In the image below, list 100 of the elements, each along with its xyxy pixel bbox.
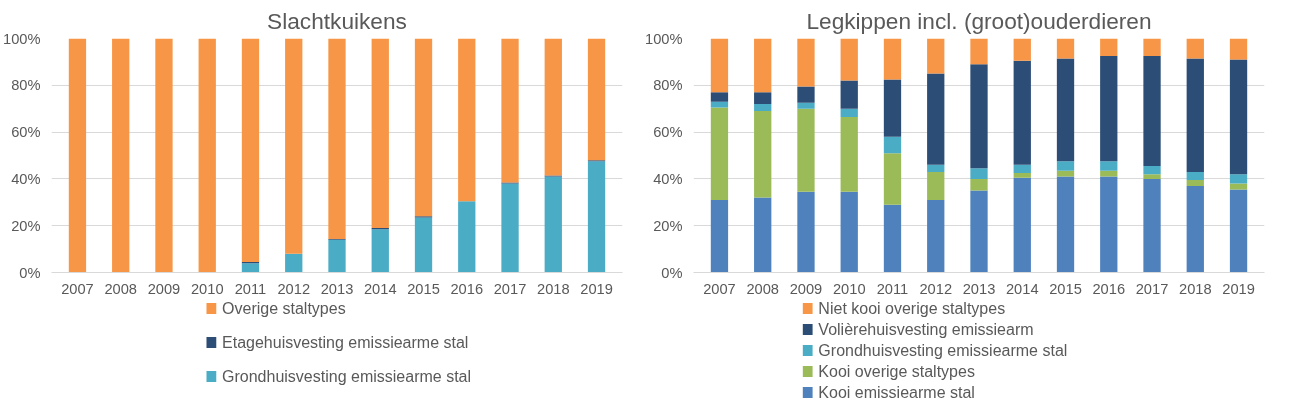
bar — [371, 229, 389, 273]
bar — [1229, 38, 1248, 60]
legend-label: Volièrehuisvesting emissiearm — [818, 321, 1034, 338]
legend-label: Etagehuisvesting emissiearme stal — [222, 334, 469, 351]
bar — [883, 136, 902, 154]
bar — [1186, 180, 1204, 186]
bar — [1143, 166, 1161, 175]
bar — [371, 38, 389, 229]
legend-label: Grondhuisvesting emissiearme stal — [818, 342, 1068, 359]
bar — [754, 111, 772, 198]
bar — [1013, 177, 1031, 273]
bar — [970, 178, 988, 191]
bar — [754, 38, 772, 93]
bar — [1056, 58, 1075, 162]
bar — [970, 64, 988, 169]
legend-label: Grondhuisvesting emissiearme stal — [222, 368, 472, 385]
bar — [587, 38, 606, 161]
bar — [840, 116, 858, 192]
bar — [501, 183, 519, 273]
bar — [544, 38, 562, 176]
x-tick-label: 2009 — [147, 280, 181, 297]
bar — [1229, 189, 1248, 273]
y-tick-label: 0% — [19, 264, 41, 281]
x-tick-label: 2013 — [962, 280, 996, 297]
bar — [1013, 164, 1031, 174]
y-tick-label: 80% — [11, 77, 41, 94]
y-tick-label: 60% — [653, 124, 683, 141]
bar — [927, 38, 945, 74]
bar — [1013, 38, 1031, 61]
bar — [68, 38, 87, 273]
bar — [1056, 170, 1075, 177]
x-tick-label: 2011 — [876, 280, 909, 297]
x-tick-label: 2009 — [789, 280, 823, 297]
x-tick-label: 2010 — [832, 280, 866, 297]
chart-title: Legkippen incl. (groot)ouderdieren — [806, 7, 1152, 34]
x-tick-label: 2018 — [536, 280, 570, 297]
bar — [970, 190, 988, 273]
bar — [1013, 173, 1031, 178]
bar — [328, 239, 346, 273]
y-tick-label: 20% — [11, 217, 41, 234]
x-tick-label: 2017 — [493, 280, 527, 297]
x-tick-label: 2015 — [407, 280, 440, 297]
bar — [458, 201, 476, 273]
bar — [241, 38, 260, 262]
bar — [1143, 178, 1161, 273]
bar — [710, 199, 729, 273]
bar — [840, 108, 858, 117]
bar — [1186, 58, 1204, 172]
x-tick-label: 2013 — [320, 280, 354, 297]
x-tick-label: 2017 — [1135, 280, 1169, 297]
legend-label: Kooi emissiearme stal — [818, 384, 975, 401]
bar — [797, 102, 815, 109]
bar — [840, 80, 858, 109]
bar — [927, 164, 945, 172]
bar — [1143, 174, 1161, 179]
bar — [1229, 59, 1248, 175]
y-tick-label: 80% — [653, 77, 683, 94]
x-tick-label: 2012 — [277, 280, 311, 297]
legend-label: Overige staltypes — [222, 300, 346, 317]
y-tick-label: 20% — [653, 217, 683, 234]
bar — [501, 38, 519, 183]
bar — [710, 101, 729, 108]
bar — [1186, 38, 1204, 59]
bar — [797, 108, 815, 192]
x-tick-label: 2007 — [703, 280, 736, 297]
bar — [1100, 176, 1118, 273]
bar — [970, 168, 988, 179]
bar — [1100, 161, 1118, 171]
y-tick-label: 100% — [3, 30, 41, 47]
x-tick-label: 2019 — [580, 280, 613, 297]
bar — [1229, 174, 1248, 184]
bar — [883, 153, 902, 205]
bar — [797, 86, 815, 103]
bar — [1143, 56, 1161, 167]
x-tick-label: 2019 — [1222, 280, 1255, 297]
bar — [754, 92, 772, 105]
bar — [797, 38, 815, 87]
bar — [1186, 185, 1204, 273]
bar — [155, 38, 173, 273]
bar — [285, 38, 303, 254]
bar — [840, 38, 858, 81]
bar — [927, 199, 945, 273]
bar — [797, 191, 815, 273]
bar — [1100, 170, 1118, 177]
y-tick-label: 0% — [661, 264, 683, 281]
legend-label: Niet kooi overige staltypes — [818, 300, 1006, 317]
y-tick-label: 60% — [11, 124, 41, 141]
bar — [414, 38, 433, 217]
x-tick-label: 2016 — [450, 280, 484, 297]
y-tick-label: 40% — [653, 170, 683, 187]
y-tick-label: 100% — [645, 30, 683, 47]
bar — [883, 204, 902, 273]
bar — [710, 38, 729, 93]
bar — [414, 217, 433, 273]
bar — [754, 197, 772, 273]
x-tick-label: 2014 — [363, 280, 397, 297]
bar — [754, 104, 772, 112]
bar — [1013, 60, 1031, 165]
bar — [1056, 161, 1075, 171]
bar — [1100, 38, 1118, 57]
